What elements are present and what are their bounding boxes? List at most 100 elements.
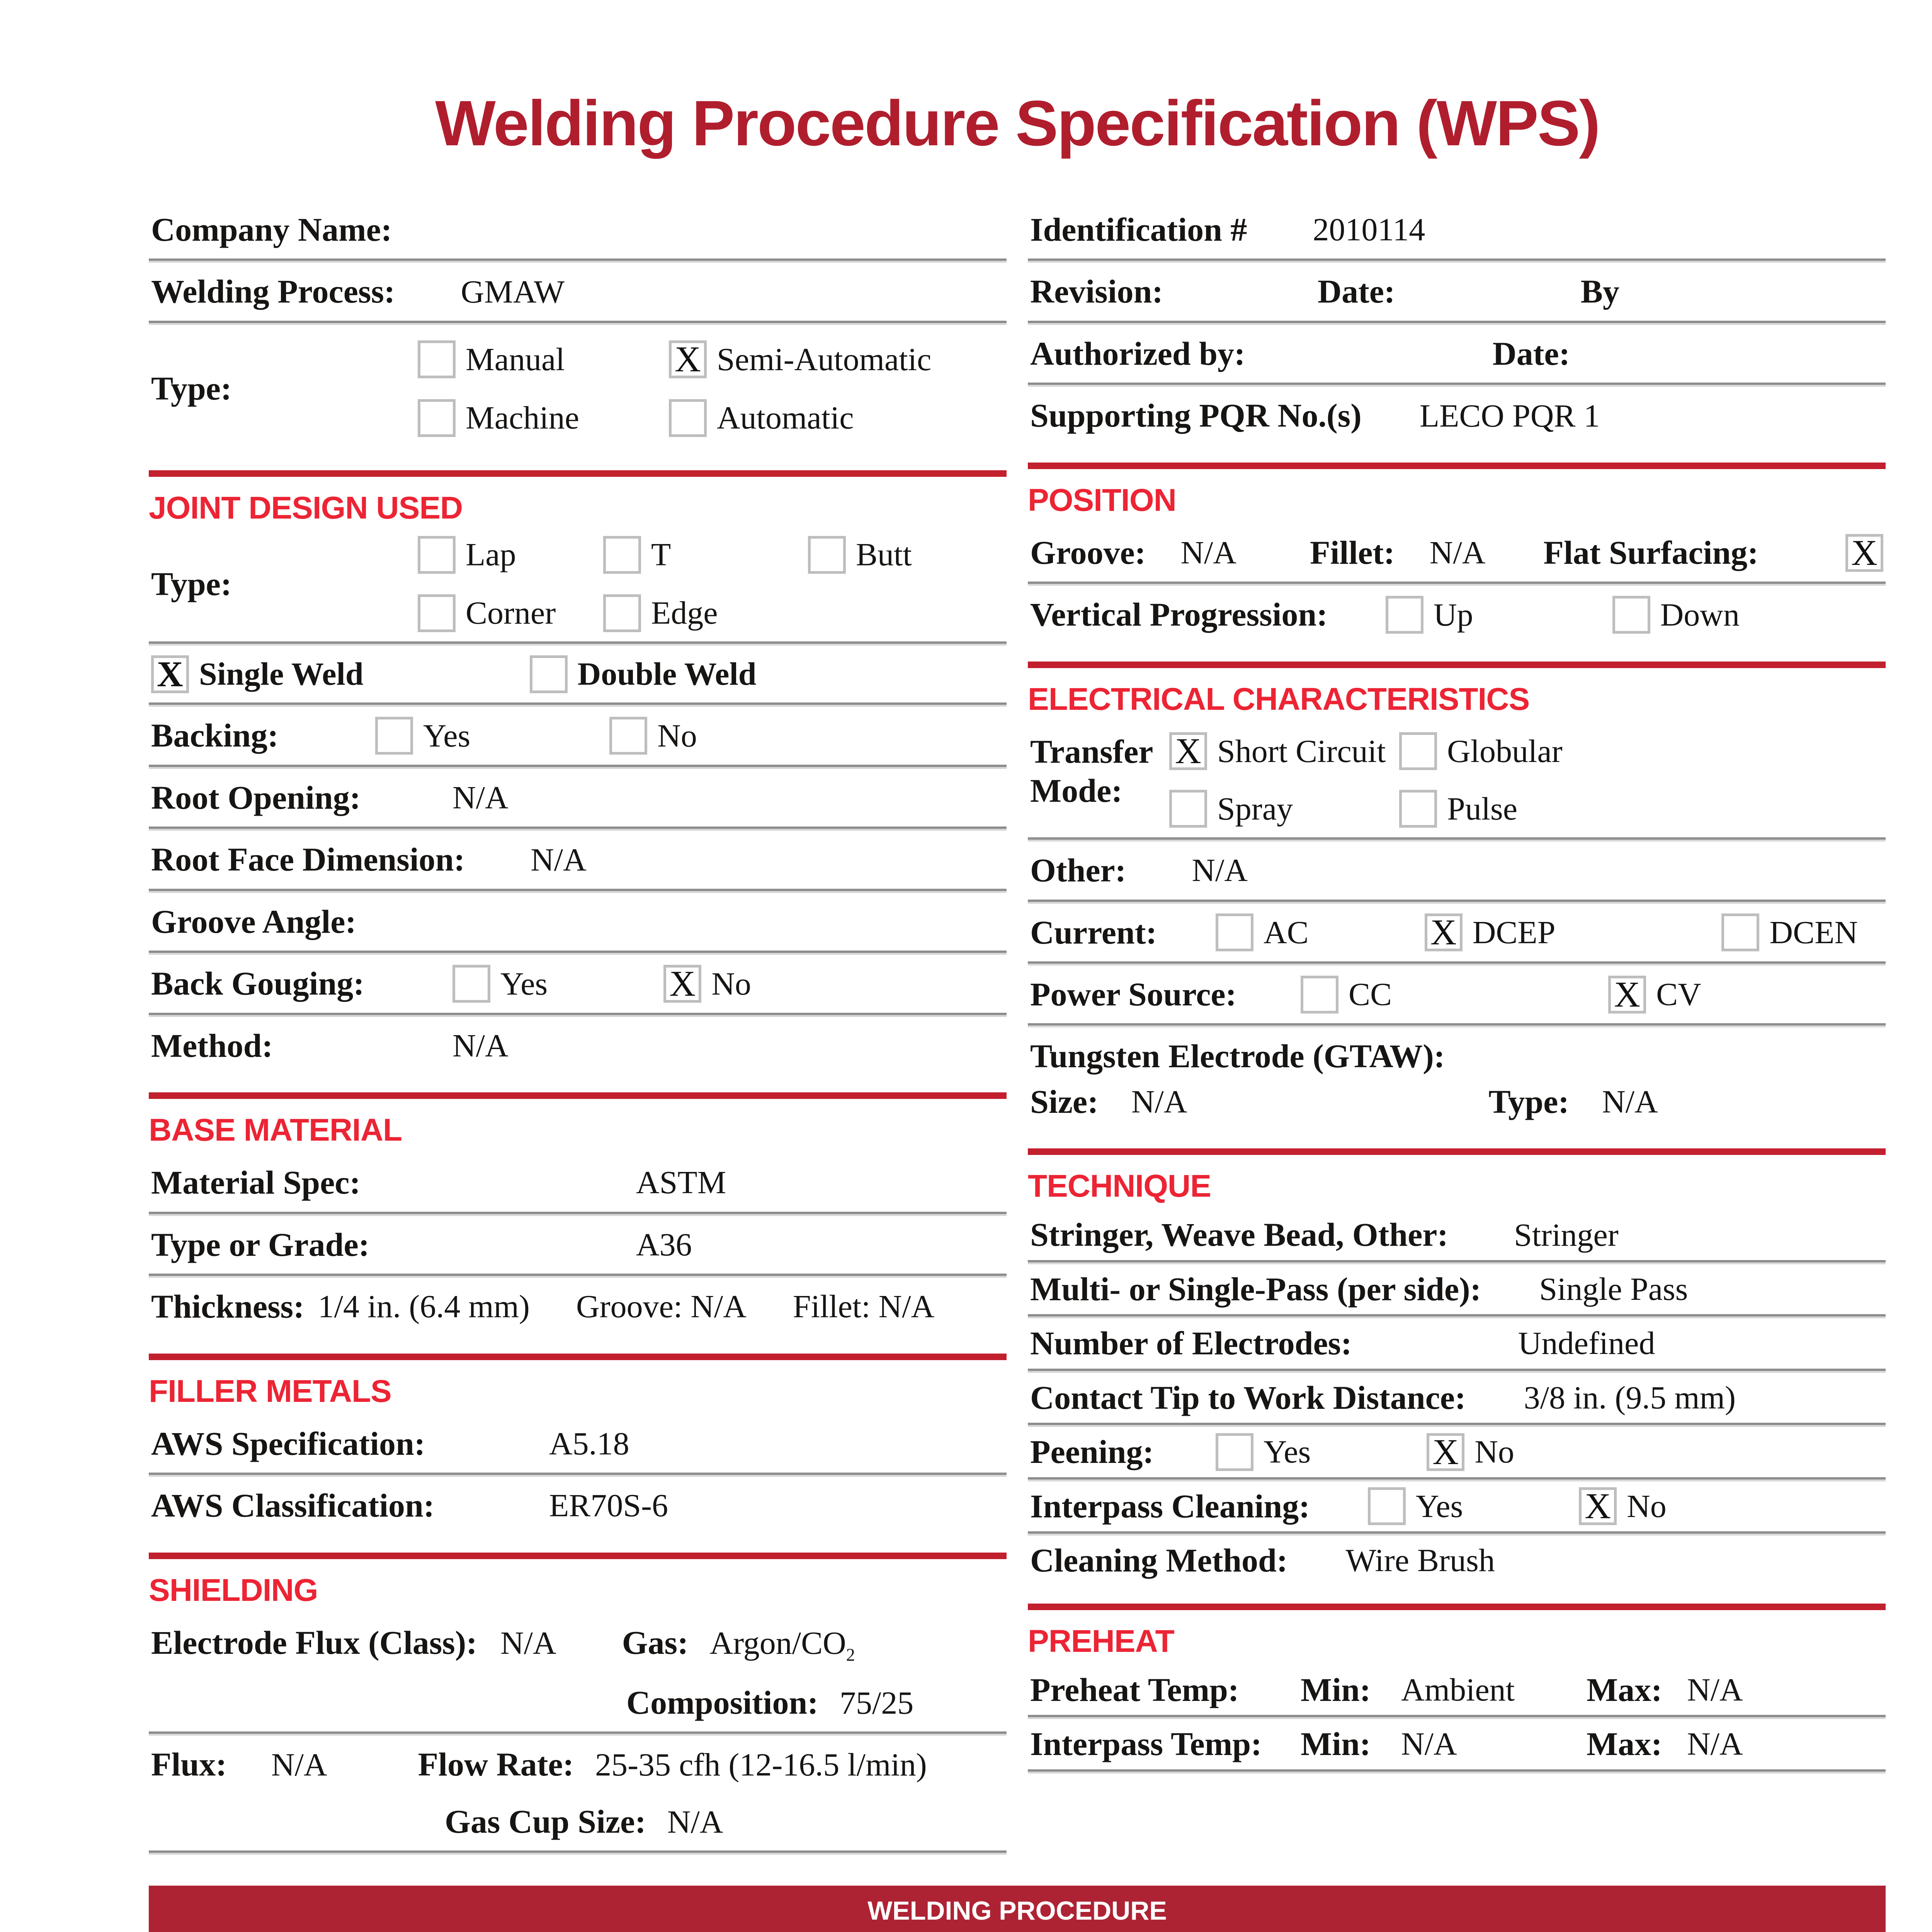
checkbox-label: Lap [466,537,516,573]
identification-value: 2010114 [1313,212,1425,248]
cc-checkbox-box[interactable] [1301,975,1338,1014]
checkbox-automatic[interactable]: Automatic [669,399,1004,437]
divider [149,320,1007,325]
single-weld-checkbox-box[interactable]: X [151,655,189,693]
spray-checkbox-box[interactable] [1169,790,1207,828]
divider [149,1731,1007,1736]
short-circuit-checkbox-box[interactable]: X [1169,732,1207,770]
section-title-filler-metals: FILLER METALS [149,1373,392,1409]
checkbox-mark: X [157,654,183,694]
checkbox-dcep[interactable]: X DCEP [1424,913,1555,952]
checkbox-up[interactable]: Up [1385,596,1473,634]
multi-single-pass-value: Single Pass [1539,1271,1688,1308]
dcen-checkbox-box[interactable] [1721,913,1760,952]
gas-cup-label: Gas Cup Size: [445,1803,646,1840]
single-double-weld-field: X Single Weld Double Weld [149,646,1007,702]
company-name-field: Company Name: [149,201,1007,259]
automatic-checkbox-box[interactable] [669,399,707,437]
machine-checkbox-box[interactable] [418,399,456,437]
flat-surfacing-checkbox-box[interactable]: X [1845,534,1883,572]
peening-yes-checkbox-box[interactable] [1216,1433,1253,1471]
checkbox-dcen[interactable]: DCEN [1721,913,1858,952]
checkbox-t[interactable]: T [603,536,808,574]
double-weld-checkbox-box[interactable] [529,655,568,693]
t-checkbox-box[interactable] [603,536,641,574]
pulse-checkbox-box[interactable] [1399,790,1437,828]
cv-checkbox-box[interactable]: X [1608,975,1646,1014]
checkbox-back-gouging-no[interactable]: X No [663,965,751,1003]
power-source-label: Power Source: [1030,975,1237,1013]
checkbox-label: No [711,966,751,1002]
checkbox-backing-no[interactable]: No [609,717,697,755]
corner-checkbox-box[interactable] [418,594,456,632]
type-grade-field: Type or Grade: A36 [149,1216,1007,1274]
checkbox-manual[interactable]: Manual [418,340,669,379]
position-groove-value: N/A [1180,535,1236,571]
other-label: Other: [1030,852,1126,889]
checkbox-lap[interactable]: Lap [418,536,603,574]
checkbox-butt[interactable]: Butt [808,536,1004,574]
globular-checkbox-box[interactable] [1399,732,1437,770]
divider [1028,1531,1886,1536]
divider [149,951,1007,955]
checkbox-cv[interactable]: X CV [1608,975,1701,1014]
edge-checkbox-box[interactable] [603,594,641,632]
checkbox-interpass-yes[interactable]: Yes [1367,1487,1463,1526]
divider [1028,1769,1886,1774]
checkbox-short-circuit[interactable]: X Short Circuit [1169,732,1399,770]
divider [149,1211,1007,1216]
up-checkbox-box[interactable] [1385,596,1423,634]
lap-checkbox-box[interactable] [418,536,456,574]
backing-no-checkbox-box[interactable] [609,717,648,755]
preheat-max-label: Max: [1587,1671,1662,1708]
checkbox-mark: X [1851,532,1878,573]
checkbox-ac[interactable]: AC [1216,913,1309,952]
checkbox-double-weld[interactable]: Double Weld [529,655,756,693]
aws-spec-field: AWS Specification: A5.18 [149,1415,1007,1473]
down-checkbox-box[interactable] [1612,596,1650,634]
manual-checkbox-box[interactable] [418,340,456,379]
checkbox-globular[interactable]: Globular [1399,732,1883,770]
interpass-min-value: N/A [1401,1726,1457,1762]
checkbox-pulse[interactable]: Pulse [1399,790,1883,828]
checkbox-peening-yes[interactable]: Yes [1216,1433,1311,1471]
multi-single-pass-field: Multi- or Single-Pass (per side): Single… [1028,1264,1886,1314]
tungsten-size-value: N/A [1131,1084,1187,1120]
peening-no-checkbox-box[interactable]: X [1427,1433,1465,1471]
checkbox-back-gouging-yes[interactable]: Yes [452,965,548,1003]
backing-yes-checkbox-box[interactable] [375,717,413,755]
transfer-mode-label: Transfer Mode: [1030,732,1162,811]
tungsten-type-label: Type: [1488,1083,1569,1120]
checkbox-spray[interactable]: Spray [1169,790,1399,828]
welding-process-value: GMAW [461,274,565,310]
checkbox-backing-yes[interactable]: Yes [375,717,470,755]
electrodes-value: Undefined [1518,1325,1655,1362]
contact-tip-label: Contact Tip to Work Distance: [1030,1379,1466,1416]
butt-checkbox-box[interactable] [808,536,846,574]
interpass-yes-checkbox-box[interactable] [1367,1487,1406,1526]
checkbox-mark: X [675,339,701,380]
checkbox-peening-no[interactable]: X No [1427,1433,1514,1471]
divider [1028,1023,1886,1028]
checkbox-down[interactable]: Down [1612,596,1740,634]
checkbox-corner[interactable]: Corner [418,594,603,632]
back-gouging-yes-checkbox-box[interactable] [452,965,490,1003]
checkbox-cc[interactable]: CC [1301,975,1392,1014]
semi-automatic-checkbox-box[interactable]: X [669,339,707,380]
tungsten-size-type-field: Size: N/A Type: N/A [1028,1079,1886,1131]
process-type-label: Type: [151,370,232,407]
aws-class-label: AWS Classification: [151,1487,435,1524]
checkbox-edge[interactable]: Edge [603,594,808,632]
checkbox-label: DCEN [1769,914,1858,951]
transfer-mode-label-line1: Transfer [1030,733,1153,770]
interpass-no-checkbox-box[interactable]: X [1579,1487,1617,1526]
checkbox-mark: X [1175,731,1201,772]
checkbox-single-weld[interactable]: X Single Weld [151,655,364,693]
preheat-max-value: N/A [1687,1672,1743,1708]
checkbox-machine[interactable]: Machine [418,399,669,437]
checkbox-semi-automatic[interactable]: X Semi-Automatic [669,340,1004,379]
dcep-checkbox-box[interactable]: X [1424,913,1463,952]
checkbox-interpass-no[interactable]: X No [1579,1487,1667,1526]
ac-checkbox-box[interactable] [1216,913,1253,952]
back-gouging-no-checkbox-box[interactable]: X [663,965,702,1003]
